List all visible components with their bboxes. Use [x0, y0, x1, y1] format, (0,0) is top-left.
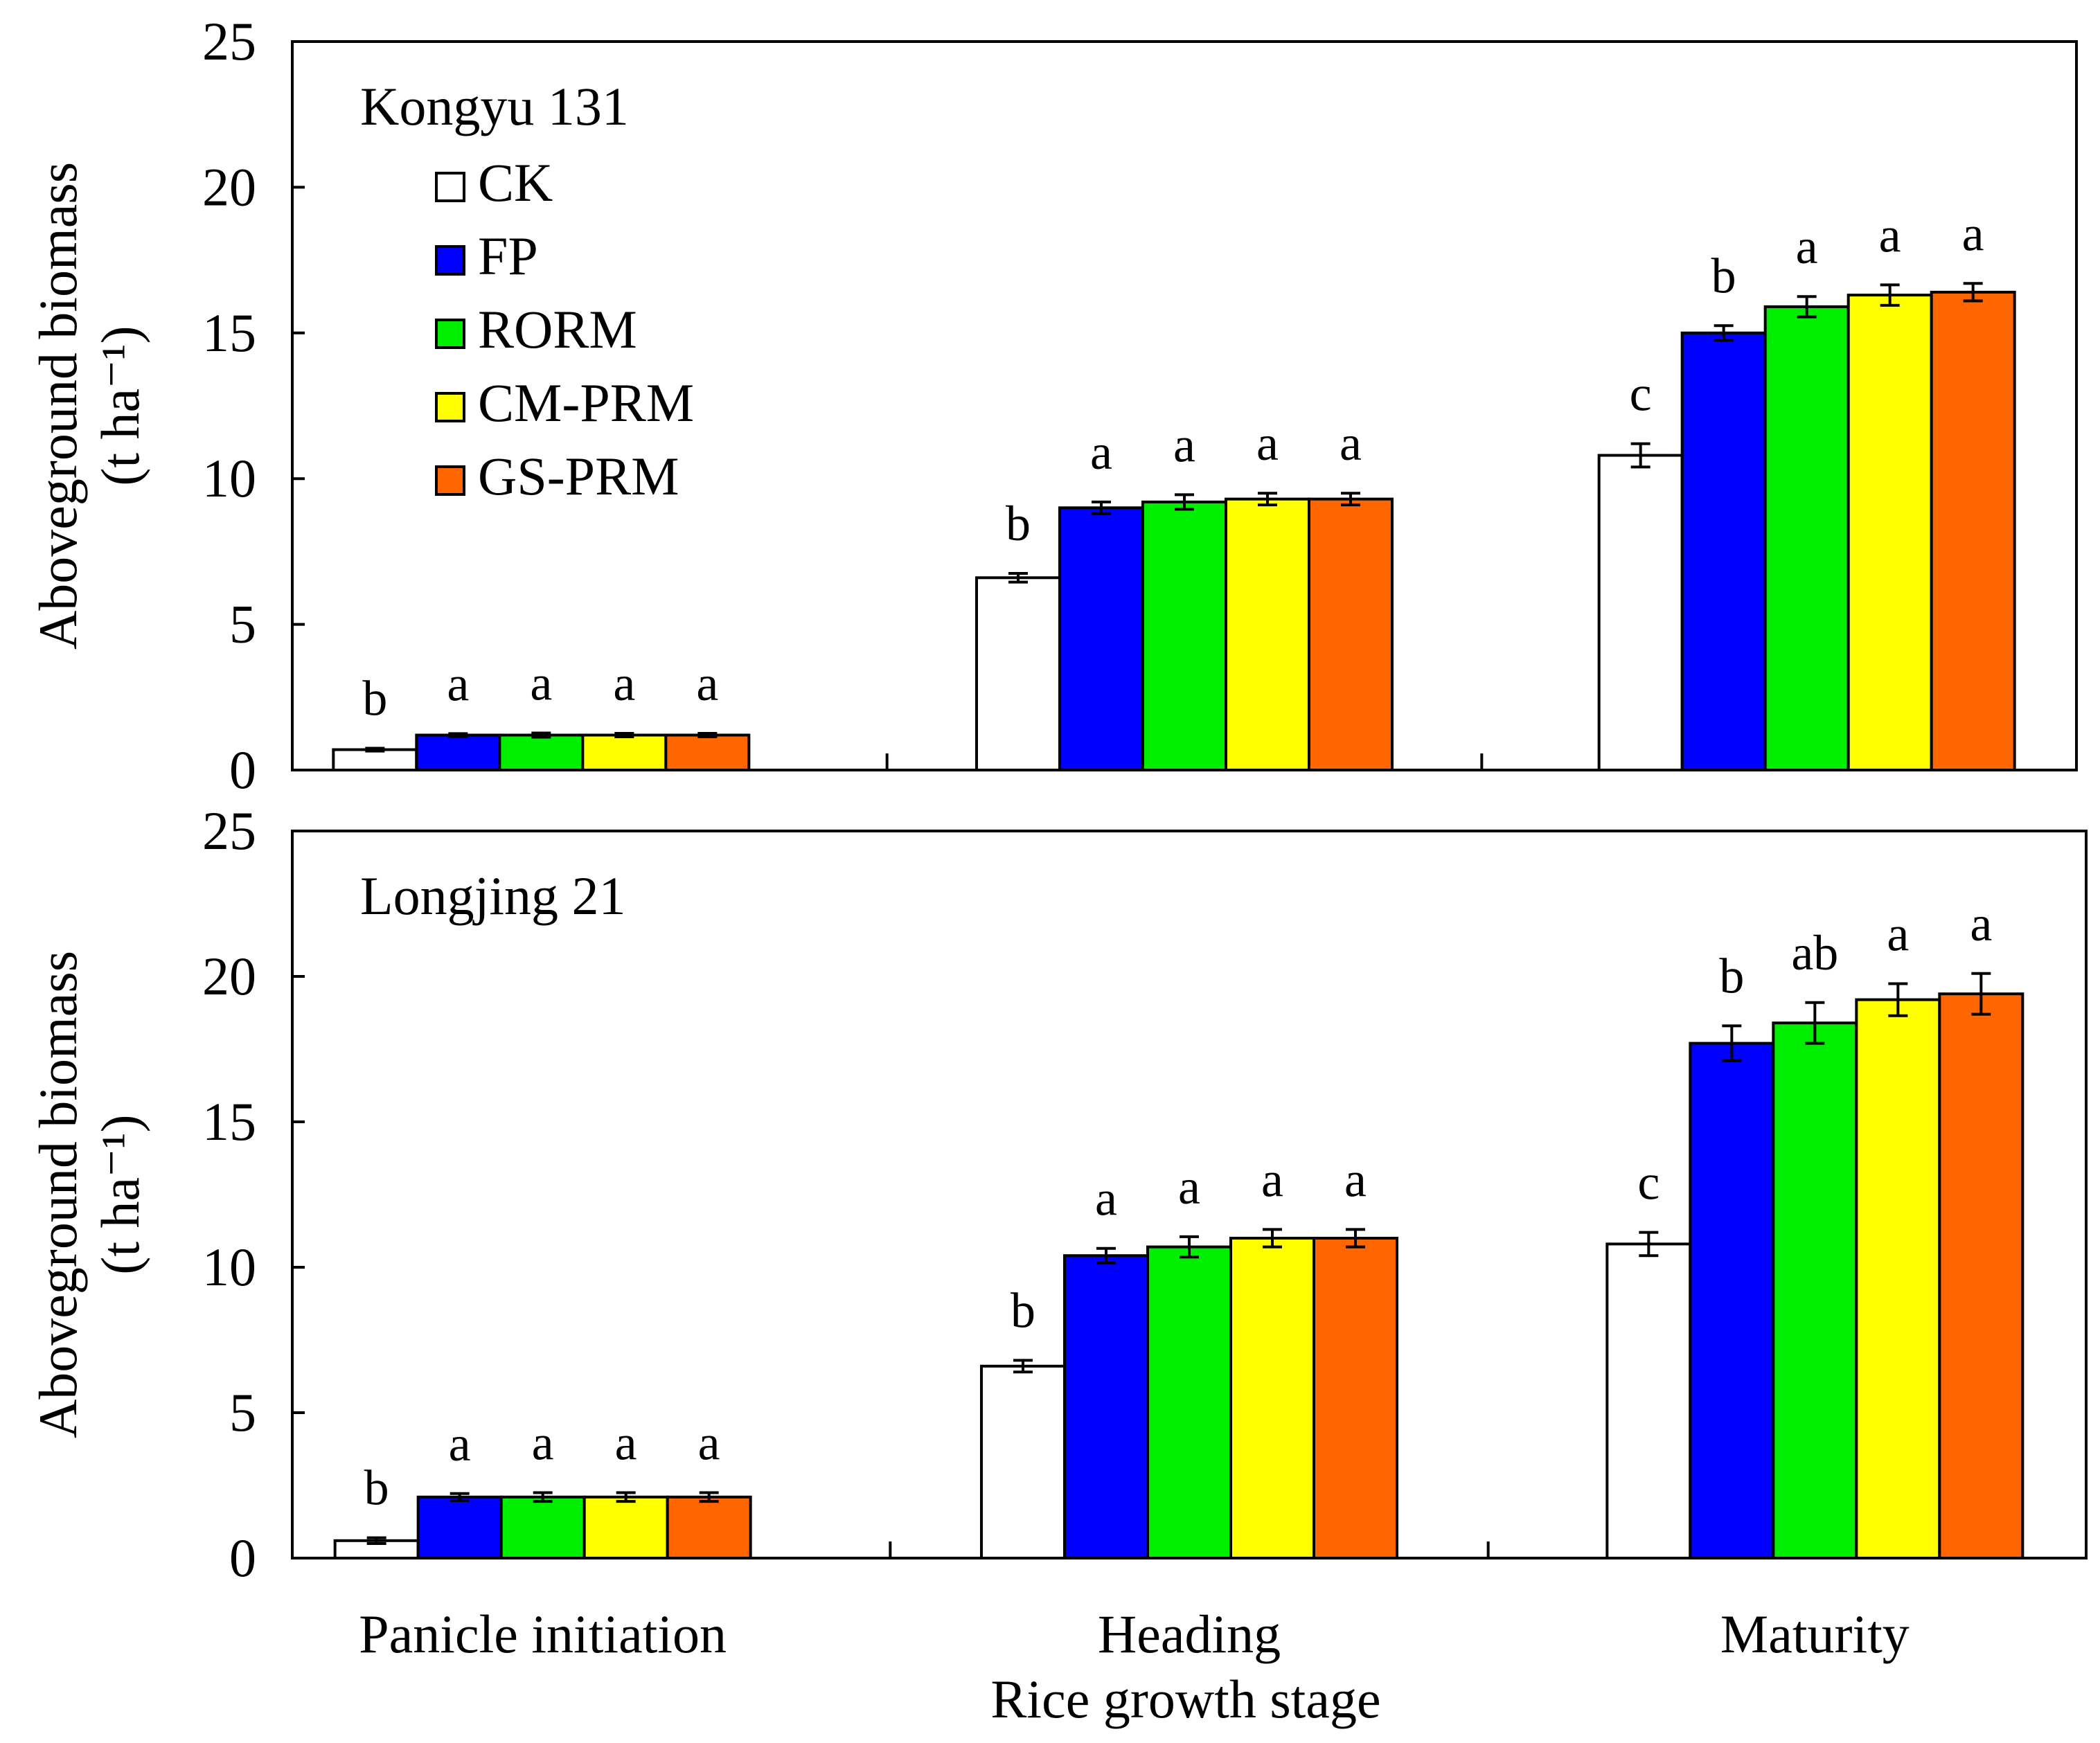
legend: CK FP RORM CM-PRM GS-PRM [435, 152, 694, 506]
y-tick-label: 20 [202, 157, 256, 217]
significance-label: a [1879, 207, 1901, 262]
legend-label: RORM [478, 299, 637, 359]
bar-cm-prm [1855, 998, 1941, 1559]
x-axis-title: Rice growth stage [990, 1669, 1380, 1729]
bar-rorm [499, 1495, 586, 1560]
significance-label: a [696, 656, 718, 711]
y-tick-label: 10 [202, 448, 256, 508]
significance-label: b [364, 1460, 389, 1516]
bar-gs-prm [1938, 992, 2025, 1559]
significance-label: a [613, 656, 635, 711]
bar-gs-prm [664, 733, 751, 772]
y-axis-unit: (t ha⁻¹) [90, 1114, 150, 1274]
y-tick-label: 10 [202, 1237, 256, 1297]
bar-gs-prm [1308, 497, 1394, 771]
bar-rorm [1772, 1021, 1858, 1559]
significance-label: a [1178, 1159, 1200, 1215]
significance-label: a [1261, 1152, 1283, 1207]
bar-rorm [498, 733, 585, 772]
bar-gs-prm [1312, 1237, 1398, 1559]
y-tick-label: 20 [202, 946, 256, 1006]
bar-cm-prm [1229, 1237, 1315, 1559]
bar-rorm [1763, 305, 1850, 772]
legend-label: CM-PRM [478, 373, 694, 433]
bar-ck [980, 1364, 1066, 1560]
bar-fp [416, 1495, 503, 1560]
significance-label: a [1173, 417, 1195, 472]
bar-rorm [1146, 1245, 1232, 1559]
y-axis-title-group: Aboveground biomass (t ha⁻¹) [28, 162, 150, 650]
significance-label: b [1006, 496, 1031, 551]
significance-label: a [615, 1415, 637, 1471]
bar-cm-prm [1847, 294, 1933, 771]
significance-label: a [1796, 219, 1818, 274]
significance-label: b [362, 670, 387, 726]
significance-label: a [447, 656, 469, 711]
y-tick-label: 0 [229, 1528, 256, 1588]
legend-swatch-cm-prm [435, 392, 465, 422]
legend-label: FP [478, 226, 538, 286]
legend-label: CK [478, 152, 553, 213]
significance-label: a [1344, 1152, 1367, 1207]
x-category-label: Panicle initiation [359, 1604, 727, 1664]
y-axis-title: Aboveground biomass [28, 162, 88, 650]
y-tick-label: 5 [229, 1382, 256, 1442]
bar-rorm [1141, 500, 1227, 771]
significance-label: a [1970, 896, 1992, 951]
bar-cm-prm [1225, 497, 1310, 771]
significance-label: b [1011, 1282, 1035, 1338]
bar-cm-prm [582, 1495, 669, 1560]
significance-label: a [1887, 906, 1909, 962]
significance-label: a [449, 1416, 471, 1472]
y-tick-label: 0 [229, 740, 256, 800]
significance-label: a [532, 1415, 554, 1471]
chart-panel-1: 0 5 10 15 20 25 b a a a a b a a a a c b a a a Kongyu 131 Above… [28, 11, 2078, 800]
significance-label: a [698, 1415, 720, 1471]
significance-label: b [1711, 248, 1736, 303]
x-category-label: Maturity [1720, 1604, 1910, 1664]
significance-label: b [1719, 948, 1744, 1003]
panel-title: Kongyu 131 [360, 76, 629, 136]
x-category-label: Heading [1098, 1604, 1281, 1664]
bar-fp [1680, 331, 1767, 771]
bar-ck [332, 748, 418, 771]
significance-label: a [1090, 424, 1112, 480]
y-tick-label: 5 [229, 594, 256, 654]
y-axis-unit: (t ha⁻¹) [90, 325, 150, 485]
legend-swatch-gs-prm [435, 465, 465, 496]
bar-fp [1689, 1042, 1775, 1559]
bar-gs-prm [666, 1495, 752, 1560]
legend-swatch-rorm [435, 319, 465, 349]
significance-label: ab [1791, 925, 1838, 981]
bar-gs-prm [1930, 290, 2016, 771]
bar-ck [975, 576, 1061, 771]
y-axis-title: Aboveground biomass [28, 951, 88, 1438]
bar-ck [1605, 1242, 1692, 1560]
significance-label: c [1630, 366, 1652, 422]
significance-label: a [530, 656, 552, 711]
y-tick-label: 15 [202, 303, 256, 363]
y-axis-title-group: Aboveground biomass (t ha⁻¹) [28, 951, 150, 1438]
significance-label: a [1095, 1171, 1117, 1226]
y-tick-label: 25 [202, 801, 256, 861]
significance-label: a [1256, 415, 1279, 471]
significance-label: a [1962, 206, 1984, 261]
bar-ck [1597, 454, 1684, 771]
legend-swatch-fp [435, 245, 465, 276]
y-tick-label: 25 [202, 11, 256, 71]
bar-fp [1063, 1254, 1149, 1559]
significance-label: c [1637, 1155, 1659, 1210]
bar-cm-prm [581, 733, 668, 772]
significance-label: a [1340, 415, 1362, 471]
panel-title: Longjing 21 [360, 866, 626, 926]
y-tick-label: 15 [202, 1091, 256, 1152]
bar-fp [415, 733, 501, 772]
bar-fp [1058, 506, 1144, 772]
legend-label: GS-PRM [478, 446, 679, 506]
legend-swatch-ck [435, 172, 465, 202]
